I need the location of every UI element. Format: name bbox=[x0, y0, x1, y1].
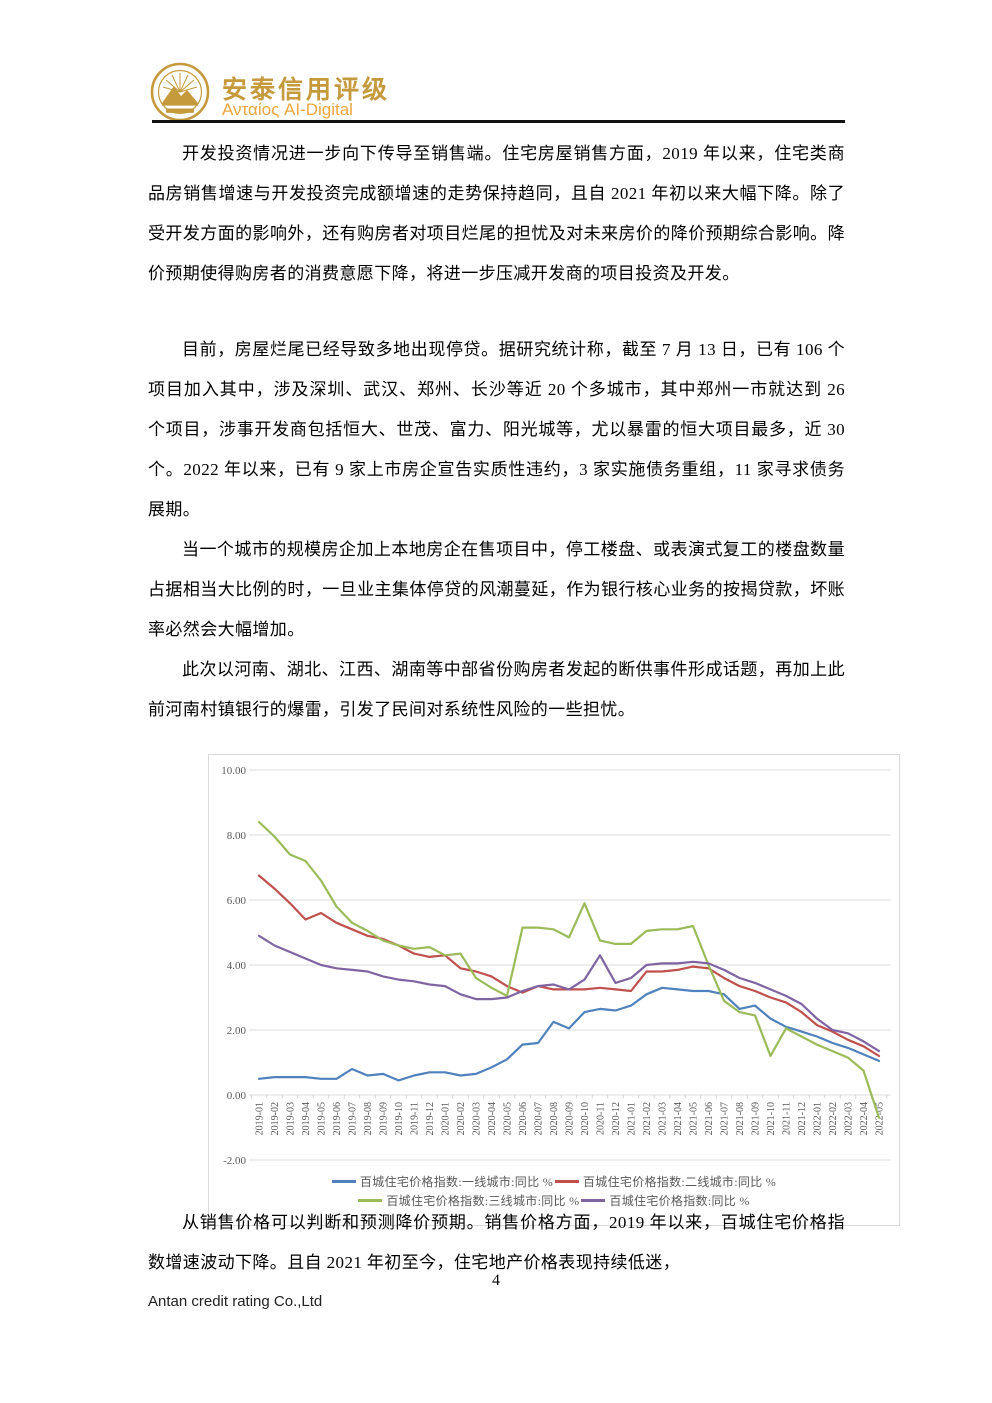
page-number: 4 bbox=[492, 1272, 500, 1289]
svg-text:6.00: 6.00 bbox=[227, 895, 247, 907]
svg-text:2020-03: 2020-03 bbox=[472, 1102, 483, 1135]
svg-text:2021-08: 2021-08 bbox=[735, 1102, 746, 1135]
svg-text:2.00: 2.00 bbox=[227, 1025, 247, 1037]
svg-text:2019-07: 2019-07 bbox=[348, 1102, 359, 1135]
legend-swatch-icon bbox=[358, 1199, 383, 1202]
legend-swatch-icon bbox=[581, 1199, 606, 1202]
svg-text:2020-02: 2020-02 bbox=[456, 1102, 467, 1135]
svg-text:2020-09: 2020-09 bbox=[565, 1102, 576, 1135]
svg-text:2019-11: 2019-11 bbox=[410, 1102, 421, 1135]
svg-text:2021-10: 2021-10 bbox=[766, 1102, 777, 1135]
legend-swatch-icon bbox=[555, 1180, 579, 1183]
svg-text:2021-11: 2021-11 bbox=[782, 1102, 793, 1135]
svg-text:2021-07: 2021-07 bbox=[720, 1102, 731, 1135]
footer-company-name: Antan credit rating Co.,Ltd bbox=[148, 1293, 323, 1310]
svg-text:2021-05: 2021-05 bbox=[689, 1102, 700, 1135]
svg-text:2019-03: 2019-03 bbox=[286, 1102, 297, 1135]
header-divider bbox=[152, 120, 845, 123]
legend-label: 百城住宅价格指数:一线城市:同比 % bbox=[359, 1175, 553, 1189]
svg-text:2019-08: 2019-08 bbox=[363, 1102, 374, 1135]
company-subtitle: Ανταίος AI-Digital bbox=[222, 100, 353, 119]
svg-text:10.00: 10.00 bbox=[221, 765, 246, 777]
svg-text:2020-11: 2020-11 bbox=[596, 1102, 607, 1135]
svg-text:2022-03: 2022-03 bbox=[844, 1102, 855, 1135]
svg-text:2022-01: 2022-01 bbox=[813, 1102, 824, 1135]
svg-text:2021-01: 2021-01 bbox=[627, 1102, 638, 1135]
paragraph-systemic-risk: 此次以河南、湖北、江西、湖南等中部省份购房者发起的断供事件形成话题，再加上此前河… bbox=[148, 660, 845, 719]
svg-text:2020-01: 2020-01 bbox=[441, 1102, 452, 1135]
legend-item: 百城住宅价格指数:三线城市:同比 % bbox=[358, 1192, 579, 1209]
svg-text:2019-04: 2019-04 bbox=[301, 1102, 312, 1135]
paragraph-sales-price: 从销售价格可以判断和预测降价预期。销售价格方面，2019 年以来，百城住宅价格指… bbox=[148, 1213, 845, 1272]
line-chart-canvas: -2.00 0.00 2.00 4.00 6.00 8.00 10.00 2019-01 201… bbox=[221, 765, 891, 1167]
svg-text:2019-06: 2019-06 bbox=[332, 1102, 343, 1135]
svg-text:2021-04: 2021-04 bbox=[673, 1102, 684, 1135]
legend-swatch-icon bbox=[331, 1180, 356, 1183]
svg-text:2019-02: 2019-02 bbox=[270, 1102, 281, 1135]
svg-text:2021-02: 2021-02 bbox=[642, 1102, 653, 1135]
legend-label: 百城住宅价格指数:三线城市:同比 % bbox=[386, 1194, 580, 1208]
svg-text:4.00: 4.00 bbox=[227, 960, 247, 972]
svg-text:8.00: 8.00 bbox=[227, 830, 247, 842]
svg-text:2019-10: 2019-10 bbox=[394, 1102, 405, 1135]
svg-text:2020-05: 2020-05 bbox=[503, 1102, 514, 1135]
legend-item: 百城住宅价格指数:一线城市:同比 % bbox=[331, 1173, 553, 1190]
legend-row: 百城住宅价格指数:三线城市:同比 % 百城住宅价格指数:同比 % bbox=[209, 1191, 899, 1210]
svg-text:2021-03: 2021-03 bbox=[658, 1102, 669, 1135]
svg-text:2019-05: 2019-05 bbox=[317, 1102, 328, 1135]
svg-text:2020-04: 2020-04 bbox=[487, 1102, 498, 1135]
legend-item: 百城住宅价格指数:同比 % bbox=[581, 1192, 749, 1209]
svg-text:2021-06: 2021-06 bbox=[704, 1102, 715, 1135]
svg-text:2020-10: 2020-10 bbox=[580, 1102, 591, 1135]
legend-label: 百城住宅价格指数:同比 % bbox=[609, 1194, 750, 1208]
svg-text:2019-01: 2019-01 bbox=[255, 1102, 266, 1135]
chart-legend: 百城住宅价格指数:一线城市:同比 % 百城住宅价格指数:二线城市:同比 % 百城住宅… bbox=[209, 1172, 899, 1210]
svg-text:2022-04: 2022-04 bbox=[859, 1102, 870, 1135]
company-name: 安泰信用评级 bbox=[222, 76, 391, 104]
svg-text:2019-09: 2019-09 bbox=[379, 1102, 390, 1135]
svg-text:2019-12: 2019-12 bbox=[425, 1102, 436, 1135]
paragraph-development-investment: 开发投资情况进一步向下传导至销售端。住宅房屋销售方面，2019 年以来，住宅类商… bbox=[148, 144, 845, 283]
svg-text:2022-02: 2022-02 bbox=[828, 1102, 839, 1135]
svg-text:2021-09: 2021-09 bbox=[751, 1102, 762, 1135]
paragraph-mortgage-suspension: 目前，房屋烂尾已经导致多地出现停贷。据研究统计称，截至 7 月 13 日，已有 … bbox=[148, 340, 845, 519]
svg-text:-2.00: -2.00 bbox=[223, 1155, 246, 1167]
legend-row: 百城住宅价格指数:一线城市:同比 % 百城住宅价格指数:二线城市:同比 % bbox=[209, 1172, 899, 1191]
paragraph-bad-debt-risk: 当一个城市的规模房企加上本地房企在售项目中，停工楼盘、或表演式复工的楼盘数量占据… bbox=[148, 540, 845, 639]
svg-text:2021-12: 2021-12 bbox=[797, 1102, 808, 1135]
svg-text:2020-06: 2020-06 bbox=[518, 1102, 529, 1135]
svg-text:2020-12: 2020-12 bbox=[611, 1102, 622, 1135]
svg-text:0.00: 0.00 bbox=[227, 1090, 247, 1102]
housing-price-index-chart: -2.00 0.00 2.00 4.00 6.00 8.00 10.00 2019-01 201… bbox=[208, 754, 900, 1226]
legend-item: 百城住宅价格指数:二线城市:同比 % bbox=[555, 1173, 776, 1190]
svg-text:2020-07: 2020-07 bbox=[534, 1102, 545, 1135]
company-logo-icon bbox=[150, 62, 210, 122]
svg-text:2022-05: 2022-05 bbox=[875, 1102, 886, 1135]
legend-label: 百城住宅价格指数:二线城市:同比 % bbox=[583, 1175, 777, 1189]
svg-text:2020-08: 2020-08 bbox=[549, 1102, 560, 1135]
